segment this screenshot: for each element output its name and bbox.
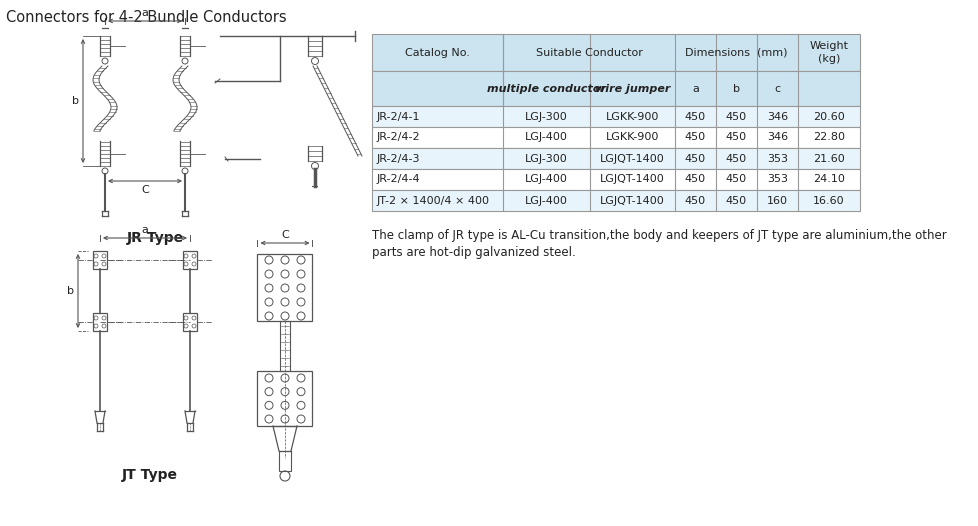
Text: JR-2/4-1: JR-2/4-1 [377, 112, 421, 122]
Bar [372, 34, 859, 71]
Bar [280, 321, 289, 371]
Bar [372, 169, 859, 190]
Text: LGKK-900: LGKK-900 [605, 112, 658, 122]
Text: LGJ-400: LGJ-400 [524, 196, 567, 206]
Bar [372, 127, 859, 148]
Text: LGJQT-1400: LGJQT-1400 [600, 196, 664, 206]
Bar [372, 106, 859, 127]
Text: 450: 450 [685, 196, 705, 206]
Text: 450: 450 [726, 112, 746, 122]
Text: JR-2/4-4: JR-2/4-4 [377, 175, 421, 185]
Text: Connectors for 4-2 Bundle Conductors: Connectors for 4-2 Bundle Conductors [6, 10, 287, 25]
Text: b: b [72, 96, 79, 106]
Text: 450: 450 [726, 154, 746, 164]
Text: 450: 450 [726, 175, 746, 185]
Text: c: c [774, 84, 779, 94]
Text: LGJQT-1400: LGJQT-1400 [600, 175, 664, 185]
Text: 450: 450 [685, 112, 705, 122]
Text: 16.60: 16.60 [813, 196, 844, 206]
Text: 353: 353 [766, 175, 787, 185]
Text: JT Type: JT Type [122, 468, 178, 482]
Text: a: a [142, 8, 149, 18]
Text: JR-2/4-2: JR-2/4-2 [377, 133, 421, 143]
Text: The clamp of JR type is AL-Cu transition,the body and keepers of JT type are alu: The clamp of JR type is AL-Cu transition… [372, 229, 946, 242]
Text: Suitable Conductor: Suitable Conductor [535, 47, 642, 57]
Text: LGJ-300: LGJ-300 [524, 112, 567, 122]
Text: 450: 450 [726, 133, 746, 143]
Text: parts are hot-dip galvanized steel.: parts are hot-dip galvanized steel. [372, 246, 575, 259]
Text: LGJ-400: LGJ-400 [524, 175, 567, 185]
Text: 20.60: 20.60 [813, 112, 844, 122]
Text: 353: 353 [766, 154, 787, 164]
Text: 346: 346 [766, 112, 787, 122]
Text: LGJ-300: LGJ-300 [524, 154, 567, 164]
Text: Dimensions  (mm): Dimensions (mm) [685, 47, 787, 57]
Text: 450: 450 [726, 196, 746, 206]
Text: 346: 346 [766, 133, 787, 143]
Text: LGJ-400: LGJ-400 [524, 133, 567, 143]
Bar [93, 251, 107, 269]
Text: 160: 160 [766, 196, 787, 206]
Text: Catalog No.: Catalog No. [405, 47, 469, 57]
Text: LGJQT-1400: LGJQT-1400 [600, 154, 664, 164]
Text: b: b [67, 286, 74, 296]
Bar [183, 313, 197, 331]
Bar [257, 254, 312, 321]
Bar [183, 251, 197, 269]
Text: JR-2/4-3: JR-2/4-3 [377, 154, 421, 164]
Text: JR Type: JR Type [126, 231, 183, 245]
Text: 22.80: 22.80 [812, 133, 844, 143]
Text: 450: 450 [685, 154, 705, 164]
Text: 24.10: 24.10 [813, 175, 844, 185]
Text: a: a [142, 225, 149, 235]
Bar [372, 190, 859, 211]
Text: multiple conductor: multiple conductor [486, 84, 605, 94]
Text: b: b [733, 84, 739, 94]
Text: JT-2 × 1400/4 × 400: JT-2 × 1400/4 × 400 [377, 196, 490, 206]
Bar [279, 451, 290, 471]
Text: wire jumper: wire jumper [595, 84, 670, 94]
Bar [372, 71, 859, 106]
Text: C: C [281, 230, 289, 240]
Bar [372, 148, 859, 169]
Text: 21.60: 21.60 [813, 154, 844, 164]
Text: 450: 450 [685, 175, 705, 185]
Text: a: a [691, 84, 698, 94]
Text: C: C [141, 185, 149, 195]
Text: 450: 450 [685, 133, 705, 143]
Text: Weight
(kg): Weight (kg) [809, 42, 848, 64]
Text: LGKK-900: LGKK-900 [605, 133, 658, 143]
Bar [257, 371, 312, 426]
Bar [93, 313, 107, 331]
